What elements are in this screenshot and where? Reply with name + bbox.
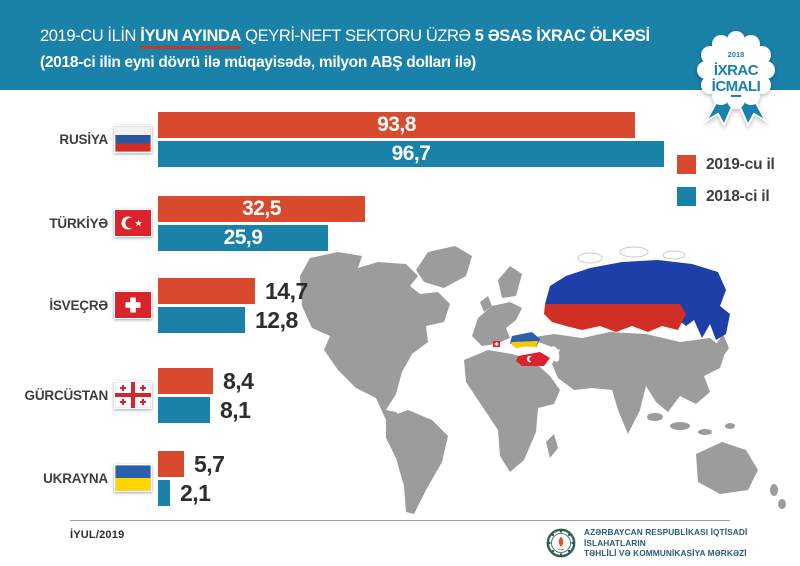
title-bold: 5 ƏSAS İXRAC ÖLKƏSİ bbox=[474, 27, 650, 45]
legend-label-2019: 2019-cu il bbox=[706, 155, 775, 173]
publication-date: İYUL/2019 bbox=[70, 529, 125, 541]
badge-line1: İXRAC bbox=[714, 62, 759, 79]
page-subtitle: (2018-ci ilin eyni dövrü ilə müqayisədə,… bbox=[40, 54, 476, 71]
chart-row-isvecre: İSVEÇRƏ 14,7 12,8 bbox=[0, 278, 800, 333]
legend-item-2018: 2018-ci il bbox=[677, 187, 775, 206]
turkey-flag-icon bbox=[114, 209, 152, 237]
bar-2019: 32,5 bbox=[158, 196, 365, 222]
badge-year: 2018 bbox=[728, 50, 745, 59]
map-continents bbox=[300, 246, 786, 514]
ukraine-flag-icon bbox=[114, 464, 152, 492]
country-label: UKRAYNA bbox=[43, 471, 108, 486]
badge-ornament bbox=[731, 95, 741, 97]
value-label-2019: 32,5 bbox=[242, 197, 281, 220]
switzerland-flag-icon bbox=[114, 291, 152, 319]
title-middle: QEYRİ-NEFT SEKTORU ÜZRƏ bbox=[241, 27, 475, 45]
country-label: İSVEÇRƏ bbox=[49, 298, 108, 313]
country-label: RUSİYA bbox=[59, 132, 108, 147]
bar-2019: 93,8 bbox=[158, 112, 635, 138]
value-label-2019: 14,7 bbox=[265, 278, 308, 304]
russia-flag-icon bbox=[114, 125, 152, 153]
bar-2018: 25,9 bbox=[158, 225, 328, 251]
country-label: TÜRKİYƏ bbox=[49, 216, 108, 231]
badge-line2: İCMALI bbox=[712, 78, 761, 95]
chart-row-ukrayna: UKRAYNA 5,7 2,1 bbox=[0, 451, 800, 506]
value-label-2018: 25,9 bbox=[223, 226, 263, 249]
value-label-2018: 12,8 bbox=[255, 307, 298, 333]
legend-item-2019: 2019-cu il bbox=[677, 155, 775, 174]
value-label-2019: 5,7 bbox=[194, 451, 225, 477]
legend: 2019-cu il 2018-ci il bbox=[677, 155, 775, 219]
chart-row-rusiya: RUSİYA 93,8 96,7 bbox=[0, 112, 800, 167]
organization-signature: AZƏRBAYCAN RESPUBLİKASI İQTİSADİ İSLAHAT… bbox=[546, 527, 800, 559]
bar-2018 bbox=[158, 397, 210, 423]
map-russia-highlight bbox=[544, 260, 730, 340]
map-black-sea bbox=[516, 346, 540, 354]
value-label-2018: 8,1 bbox=[220, 397, 251, 423]
chart-row-gurcustan: GÜRCÜSTAN 8,4 8,1 bbox=[0, 368, 800, 423]
map-turkey-highlight bbox=[516, 352, 550, 366]
value-label-2018: 96,7 bbox=[391, 142, 431, 165]
chart-row-turkiye: TÜRKİYƏ 32,5 25,9 bbox=[0, 196, 800, 251]
legend-label-2018: 2018-ci il bbox=[706, 187, 770, 205]
badge-rosette-icon bbox=[697, 31, 775, 109]
map-ukraine-highlight bbox=[510, 332, 540, 349]
map-caspian-sea bbox=[550, 346, 560, 362]
bar-2019 bbox=[158, 278, 255, 304]
title-highlight-underlined: İYUN AYINDA bbox=[140, 27, 241, 49]
organization-name: AZƏRBAYCAN RESPUBLİKASI İQTİSADİ İSLAHAT… bbox=[584, 527, 748, 558]
state-emblem-icon bbox=[546, 528, 576, 558]
bar-2018 bbox=[158, 480, 170, 506]
legend-swatch-2018 bbox=[677, 187, 696, 206]
bar-2018: 96,7 bbox=[158, 141, 664, 167]
map-switzerland-highlight bbox=[493, 341, 500, 347]
bar-2018 bbox=[158, 307, 245, 333]
country-label: GÜRCÜSTAN bbox=[24, 388, 109, 403]
map-arctic-islands bbox=[577, 246, 686, 264]
bar-2019 bbox=[158, 451, 184, 477]
world-map bbox=[300, 246, 786, 514]
footer-divider bbox=[70, 520, 730, 521]
value-label-2019: 8,4 bbox=[223, 368, 254, 394]
value-label-2019: 93,8 bbox=[377, 113, 416, 136]
georgia-flag-icon bbox=[114, 381, 152, 409]
legend-swatch-2019 bbox=[677, 155, 696, 174]
page-title: 2019-CU İLİN İYUN AYINDA QEYRİ-NEFT SEKT… bbox=[40, 27, 650, 49]
bar-2019 bbox=[158, 368, 213, 394]
title-prefix: 2019-CU İLİN bbox=[40, 27, 141, 45]
header-band: 2019-CU İLİN İYUN AYINDA QEYRİ-NEFT SEKT… bbox=[0, 0, 800, 90]
export-review-badge: 2018 İXRAC İCMALI bbox=[692, 22, 780, 128]
value-label-2018: 2,1 bbox=[180, 480, 211, 506]
